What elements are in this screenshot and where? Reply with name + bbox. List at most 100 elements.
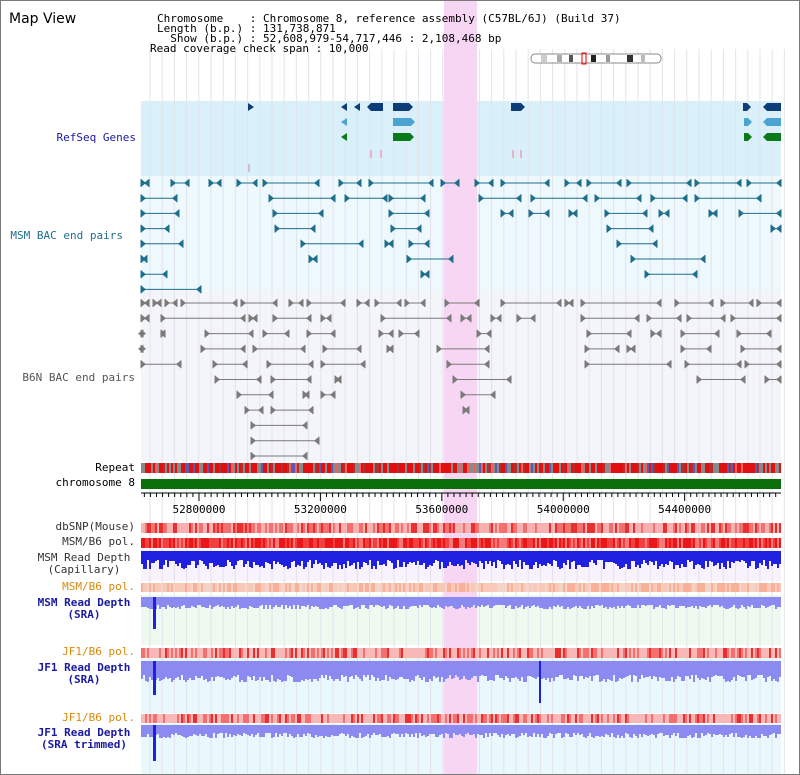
track-label-jf1-depth-trimmed[interactable]: JF1 Read Depth (SRA trimmed) (29, 727, 139, 751)
msm-depth-sra-line1: MSM Read Depth (37, 596, 131, 609)
depth-bar (663, 661, 665, 678)
depth-bar (771, 725, 773, 734)
heat-cell (359, 538, 361, 548)
track-label-msm-b6-pol[interactable]: MSM/B6 pol. (62, 535, 135, 548)
depth-bar (619, 661, 621, 678)
heat-cell (419, 648, 421, 658)
track-label-msm-depth-sra[interactable]: MSM Read Depth (SRA) (29, 597, 139, 621)
heat-cell (153, 648, 155, 658)
repeat-block (531, 463, 533, 473)
heat-cell (621, 583, 623, 592)
jf1-b6-pol-track (141, 648, 781, 658)
repeat-block (307, 463, 309, 473)
repeat-block (665, 463, 667, 473)
track-label-chromosome[interactable]: chromosome 8 (55, 476, 135, 489)
track-label-jf1-depth-sra[interactable]: JF1 Read Depth (SRA) (29, 662, 139, 686)
depth-bar (517, 551, 519, 567)
depth-bar (611, 551, 613, 562)
heat-cell (611, 583, 613, 592)
track-label-jf1-b6-pol[interactable]: JF1/B6 pol. (62, 645, 135, 658)
repeat-block (775, 463, 777, 473)
gene-feature (743, 103, 751, 111)
heat-cell (249, 648, 251, 658)
track-label-repeat[interactable]: Repeat (95, 461, 135, 474)
depth-bar (353, 661, 355, 679)
repeat-block (461, 463, 463, 473)
depth-bar (687, 661, 689, 676)
heat-cell (707, 523, 709, 533)
pair-end-left (687, 314, 692, 323)
heat-cell (663, 714, 665, 723)
repeat-block (397, 463, 399, 473)
pair-end-right (484, 344, 489, 353)
heat-cell (769, 538, 771, 548)
heat-cell (267, 648, 269, 658)
heat-cell (351, 648, 353, 658)
depth-bar (377, 661, 379, 678)
repeat-block (747, 463, 749, 473)
depth-bar (355, 661, 357, 675)
depth-bar (255, 597, 257, 608)
track-label-dbsnp[interactable]: dbSNP(Mouse) (55, 520, 135, 533)
repeat-block (315, 463, 317, 473)
depth-bar (525, 597, 527, 607)
heat-cell (451, 583, 453, 592)
track-label-msm-bac[interactable]: MSM BAC end pairs (10, 229, 123, 242)
depth-bar (341, 597, 343, 609)
depth-bar (639, 551, 641, 568)
depth-bar (587, 725, 589, 736)
track-label-jf1-b6-pol-trimmed[interactable]: JF1/B6 pol. (62, 711, 135, 724)
heat-cell (447, 648, 449, 658)
heat-cell (767, 523, 769, 533)
heat-cell (571, 538, 573, 548)
heat-cell (749, 583, 751, 592)
heat-cell (517, 583, 519, 592)
heat-cell (443, 648, 445, 658)
heat-cell (505, 538, 507, 548)
heat-cell (427, 538, 429, 548)
depth-bar (567, 551, 569, 560)
b6n-bac-pairs (138, 299, 782, 460)
heat-cell (165, 714, 167, 723)
heat-cell (449, 714, 451, 723)
depth-bar (757, 661, 759, 675)
heat-cell (707, 538, 709, 548)
depth-bar (613, 551, 615, 563)
heat-cell (289, 538, 291, 548)
track-label-refseq[interactable]: RefSeq Genes (56, 131, 136, 144)
repeat-block (567, 463, 569, 473)
heat-cell (663, 523, 665, 533)
track-label-b6n-bac[interactable]: B6N BAC end pairs (22, 371, 135, 384)
depth-bar (627, 725, 629, 734)
heat-cell (289, 583, 291, 592)
depth-bar (325, 725, 327, 736)
depth-bar (429, 725, 431, 734)
heat-cell (365, 714, 367, 723)
depth-bar (457, 725, 459, 735)
depth-bar (347, 661, 349, 682)
track-label-msm-depth-capillary[interactable]: MSM Read Depth (Capillary) (29, 552, 139, 576)
depth-bar (381, 551, 383, 565)
heat-cell (181, 523, 183, 533)
heat-cell (687, 648, 689, 658)
heat-cell (629, 583, 631, 592)
heat-cell (155, 583, 157, 592)
ideogram-band (557, 55, 562, 62)
depth-bar (607, 551, 609, 562)
depth-bar (307, 725, 309, 733)
repeat-block (411, 463, 413, 473)
jf1-depth-trim-line2: (SRA trimmed) (40, 738, 128, 751)
heat-cell (165, 648, 167, 658)
depth-bar (397, 551, 399, 560)
heat-cell (541, 538, 543, 548)
repeat-block (611, 463, 613, 473)
heat-cell (709, 523, 711, 533)
heat-cell (745, 523, 747, 533)
depth-bar (203, 597, 205, 607)
repeat-block (707, 463, 709, 473)
depth-bar (591, 597, 593, 606)
depth-bar (231, 597, 233, 606)
heat-cell (759, 523, 761, 533)
track-label-msm-b6-pol-sra[interactable]: MSM/B6 pol. (62, 580, 135, 593)
